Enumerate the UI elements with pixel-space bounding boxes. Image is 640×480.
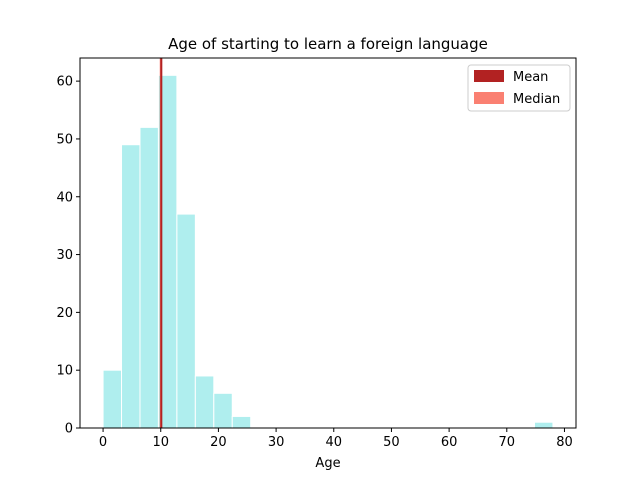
legend-label-mean: Mean: [513, 70, 548, 85]
legend-swatch-mean: [474, 70, 504, 82]
x-axis-ticks: 0 10 20 30 40 50 60 70 80: [99, 428, 573, 450]
bars-group: [102, 74, 554, 429]
plot-frame: [79, 57, 577, 429]
x-tick-label: 80: [556, 435, 573, 450]
y-tick-label: 0: [65, 422, 73, 437]
chart-title: Age of starting to learn a foreign langu…: [168, 35, 488, 53]
histogram-bar-2: [139, 126, 159, 429]
histogram-bar-0: [102, 369, 123, 429]
y-axis-ticks: 0 10 20 30 40 50 60: [56, 75, 80, 437]
histogram-bar-8: [533, 421, 554, 429]
x-tick-label: 0: [99, 435, 107, 450]
x-tick-label: 40: [325, 435, 342, 450]
x-tick-label: 50: [383, 435, 400, 450]
y-tick-label: 60: [56, 75, 73, 90]
y-tick-label: 30: [56, 248, 73, 263]
x-tick-label: 20: [210, 435, 227, 450]
histogram-bar-1: [121, 144, 141, 429]
legend-label-median: Median: [513, 92, 560, 107]
x-tick-label: 60: [441, 435, 458, 450]
histogram-bar-4: [176, 213, 196, 429]
x-tick-label: 30: [268, 435, 285, 450]
x-axis-label: Age: [315, 456, 340, 471]
y-tick-label: 10: [56, 364, 73, 379]
x-tick-label: 70: [499, 435, 516, 450]
histogram-bar-6: [213, 392, 233, 429]
legend-swatch-median: [474, 92, 504, 104]
y-tick-label: 20: [56, 306, 73, 321]
histogram-bar-7: [231, 415, 252, 429]
y-tick-label: 50: [56, 132, 73, 147]
reference-lines: [159, 58, 163, 428]
legend: Mean Median: [467, 64, 571, 112]
x-tick-label: 10: [152, 435, 169, 450]
y-tick-label: 40: [56, 190, 73, 205]
histogram-bar-5: [194, 375, 215, 429]
